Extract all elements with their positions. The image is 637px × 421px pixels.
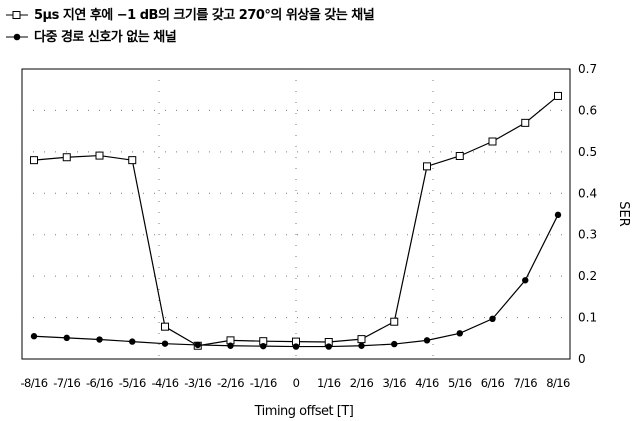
data-point-square <box>161 322 169 331</box>
data-point-square <box>357 335 366 344</box>
legend-item-series-2: 다중 경로 신호가 없는 채널 <box>6 26 374 48</box>
data-point-circle <box>129 338 136 345</box>
data-point-circle <box>391 340 398 348</box>
x-tick-label: -8/16 <box>21 376 48 390</box>
y-tick-label: 0.1 <box>578 311 597 325</box>
data-point-square <box>95 151 104 160</box>
y-tick-label: 0.4 <box>578 186 597 200</box>
y-tick-label: 0.3 <box>578 228 597 242</box>
data-point-square <box>128 156 137 165</box>
data-point-circle <box>63 334 70 342</box>
data-point-square <box>554 91 562 100</box>
x-tick-label: -3/16 <box>184 376 211 390</box>
x-tick-label: -1/16 <box>250 376 277 390</box>
x-tick-label: -5/16 <box>119 376 146 390</box>
legend-marker-filled-circle-icon <box>6 33 28 41</box>
data-point-circle <box>358 342 365 349</box>
data-point-circle <box>260 342 267 350</box>
plot-frame <box>21 68 571 360</box>
data-point-circle <box>227 342 234 349</box>
x-tick-label: -4/16 <box>152 376 179 390</box>
series-line-1 <box>33 95 559 347</box>
x-tick-label: 5/16 <box>448 376 472 390</box>
data-point-circle <box>194 341 201 349</box>
legend-item-series-1: 5μs 지연 후에 −1 dB의 크기를 갖고 270°의 위상을 갖는 채널 <box>6 4 375 26</box>
data-point-square <box>488 137 497 146</box>
data-point-circle <box>325 343 332 350</box>
y-tick-label: 0 <box>578 352 586 366</box>
data-point-circle <box>456 330 463 337</box>
y-tick-label: 0.6 <box>578 103 597 117</box>
data-point-square <box>423 162 431 171</box>
x-tick-label: -2/16 <box>217 376 244 390</box>
y-tick-label: 0.2 <box>578 269 597 283</box>
x-tick-label: 0 <box>293 376 300 390</box>
data-point-square <box>30 156 38 165</box>
data-point-circle <box>161 340 169 347</box>
x-tick-label: 4/16 <box>415 376 439 390</box>
data-point-square <box>455 152 464 160</box>
x-tick-label: -7/16 <box>53 376 80 390</box>
x-tick-label: -6/16 <box>86 376 113 390</box>
y-tick-label: 0.7 <box>578 62 597 76</box>
data-point-circle <box>489 315 496 323</box>
y-axis-label: SER <box>616 201 631 227</box>
data-point-circle <box>554 211 562 219</box>
x-tick-label: 2/16 <box>350 376 374 390</box>
legend-label-series-2: 다중 경로 신호가 없는 채널 <box>34 29 177 45</box>
x-tick-label: 7/16 <box>514 376 538 390</box>
data-point-circle <box>96 336 103 343</box>
legend-marker-open-square-icon <box>6 11 28 19</box>
data-point-circle <box>292 343 300 350</box>
data-point-circle <box>522 277 529 284</box>
x-axis-label: Timing offset [T] <box>254 404 354 419</box>
x-tick-label: 1/16 <box>317 376 341 390</box>
legend-label-series-1: 5μs 지연 후에 −1 dB의 크기를 갖고 270°의 위상을 갖는 채널 <box>34 7 375 23</box>
x-tick-label: 3/16 <box>383 376 407 390</box>
data-point-circle <box>423 337 431 344</box>
x-tick-label: 8/16 <box>546 376 570 390</box>
data-point-square <box>62 153 71 162</box>
x-tick-label: 6/16 <box>481 376 505 390</box>
data-point-square <box>521 118 530 127</box>
data-point-square <box>390 317 399 326</box>
y-tick-label: 0.5 <box>578 145 597 159</box>
data-point-circle <box>30 333 38 340</box>
legend: 5μs 지연 후에 −1 dB의 크기를 갖고 270°의 위상을 갖는 채널 … <box>6 4 375 48</box>
